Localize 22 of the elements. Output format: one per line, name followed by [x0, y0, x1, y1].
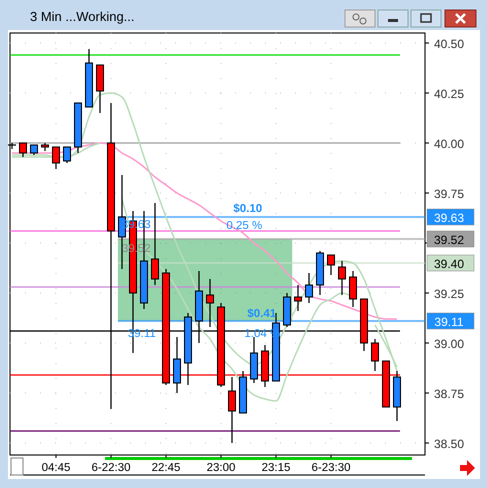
x-tick-label: 6-23:30 — [311, 462, 351, 474]
annotation: $0.10 — [233, 203, 262, 215]
ref-line-label: 39.52 — [434, 233, 464, 247]
x-tick-label: 23:00 — [206, 462, 236, 474]
ref-line-label: 39.40 — [434, 257, 464, 271]
x-tick-label: 6-22:30 — [91, 462, 131, 474]
x-tick-label: 04:45 — [42, 462, 70, 474]
y-tick-label: 39.75 — [434, 187, 464, 201]
y-tick-label: 40.50 — [434, 37, 464, 51]
y-tick-label: 38.75 — [434, 387, 464, 401]
x-tick-label: 23:15 — [262, 462, 290, 474]
x-tick-label: 22:45 — [152, 462, 180, 474]
chart-title: 3 Min ...Working... — [30, 9, 135, 24]
y-tick-label: 40.25 — [434, 87, 464, 101]
ref-line-label: 39.11 — [434, 315, 464, 329]
y-tick-label: 40.00 — [434, 137, 464, 151]
annotation: 0.25 % — [226, 220, 262, 232]
y-tick-label: 39.00 — [434, 337, 464, 351]
y-tick-label: 39.25 — [434, 287, 464, 301]
annotation: $0.41 — [247, 308, 277, 320]
y-tick-label: 38.50 — [434, 437, 464, 451]
ref-line-label: 39.63 — [434, 211, 464, 225]
